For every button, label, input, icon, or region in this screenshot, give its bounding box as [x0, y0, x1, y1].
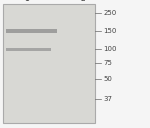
Text: 250: 250 [103, 10, 117, 16]
Text: 100: 100 [103, 46, 117, 52]
Text: 50: 50 [103, 76, 112, 82]
Text: 75: 75 [103, 60, 112, 66]
Text: 150: 150 [103, 28, 117, 34]
Text: 37: 37 [103, 96, 112, 102]
FancyBboxPatch shape [6, 29, 57, 33]
FancyBboxPatch shape [3, 4, 94, 123]
Text: 1: 1 [25, 0, 29, 3]
FancyBboxPatch shape [6, 48, 51, 51]
Text: 2: 2 [80, 0, 85, 3]
